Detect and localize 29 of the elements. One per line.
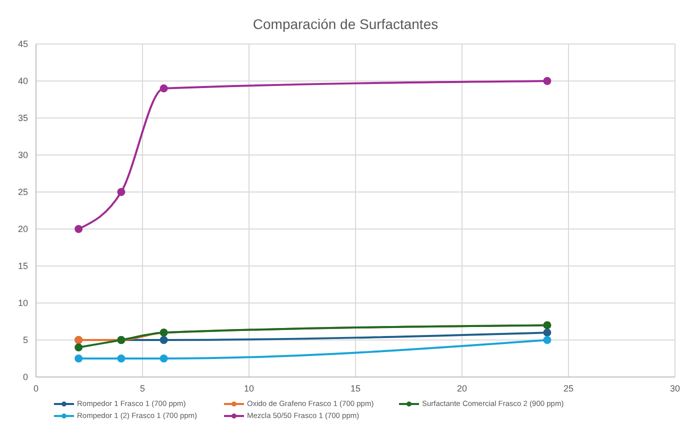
- point: [160, 336, 168, 344]
- point: [117, 354, 126, 362]
- y-tick-label: 30: [18, 150, 28, 160]
- y-tick-label: 45: [18, 39, 28, 50]
- x-tick-label: 0: [33, 383, 39, 394]
- point: [543, 336, 552, 344]
- x-tick-label: 15: [350, 383, 361, 394]
- x-tick-label: 5: [140, 383, 146, 394]
- y-tick-label: 0: [22, 372, 28, 382]
- y-tick-label: 5: [22, 335, 28, 346]
- x-tick-label: 30: [670, 383, 680, 394]
- point: [160, 354, 168, 362]
- point: [543, 328, 552, 337]
- y-tick-label: 35: [18, 113, 28, 124]
- y-tick-label: 15: [18, 261, 28, 272]
- point: [117, 188, 126, 196]
- point: [74, 354, 83, 362]
- y-tick-label: 40: [18, 76, 28, 86]
- y-tick-label: 20: [18, 224, 28, 234]
- point: [74, 225, 83, 233]
- point: [543, 77, 552, 85]
- x-tick-label: 25: [563, 383, 574, 394]
- y-tick-label: 25: [18, 187, 28, 198]
- point: [74, 343, 83, 352]
- point: [160, 84, 168, 92]
- chart-title: Comparación de Surfactantes: [252, 15, 440, 34]
- x-tick-label: 10: [244, 383, 254, 394]
- y-tick-label: 10: [18, 298, 28, 308]
- x-tick-label: 20: [456, 383, 468, 394]
